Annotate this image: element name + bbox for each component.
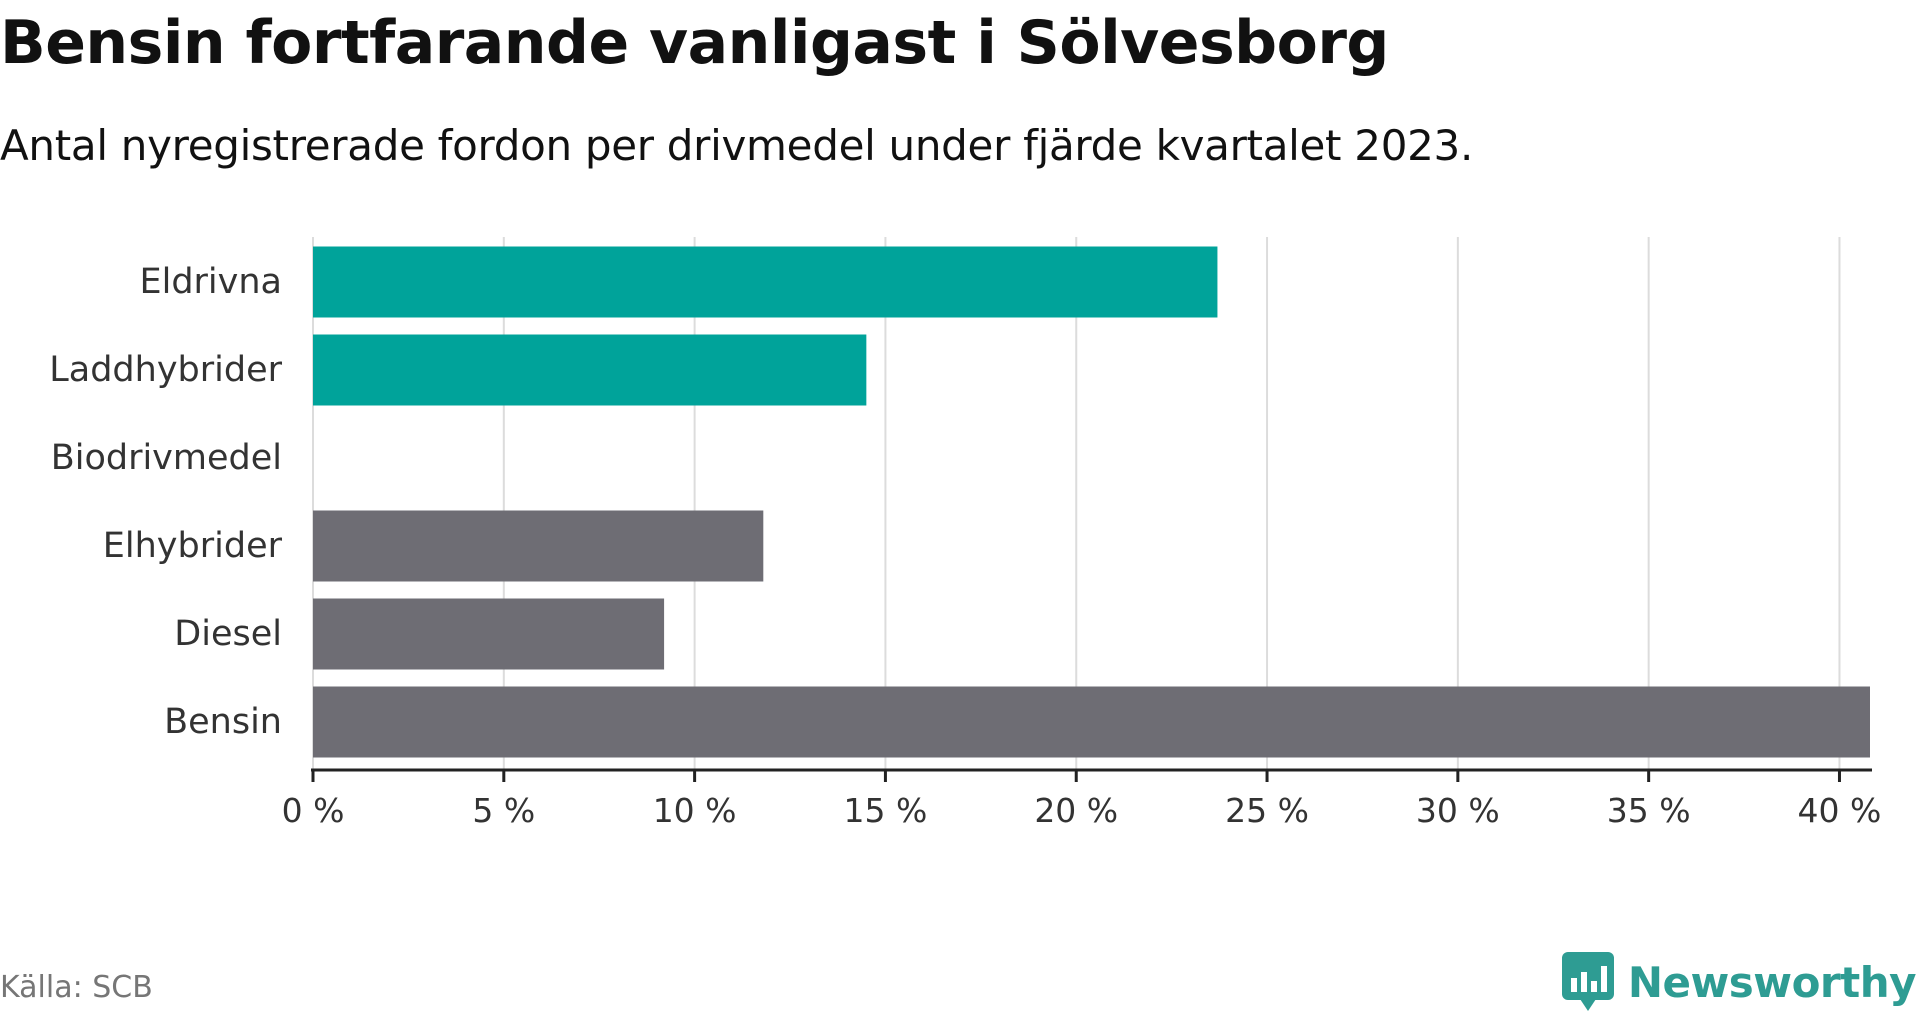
bar-chart: Eldrivna Laddhybrider Biodrivmedel Elhybrid… [49, 237, 1882, 830]
bar-diesel [313, 598, 665, 670]
bar-eldrivna [313, 246, 1218, 318]
x-tick-label-15: 15 % [844, 791, 928, 830]
category-label-diesel: Diesel [174, 614, 282, 654]
category-label-biodrivmedel: Biodrivmedel [51, 438, 282, 478]
category-label-laddhybrider: Laddhybrider [49, 350, 282, 390]
chart-subtitle: Antal nyregistrerade fordon per drivmede… [0, 121, 1474, 170]
x-tick-label-40: 40 % [1798, 791, 1882, 830]
bar-bensin [313, 686, 1870, 758]
brand-logo: Newsworthy [1561, 952, 1917, 1012]
x-tick-label-0: 0 % [282, 791, 345, 830]
bar-laddhybrider [313, 334, 867, 406]
x-tick-label-5: 5 % [472, 791, 535, 830]
category-label-elhybrider: Elhybrider [103, 526, 283, 566]
x-axis: 0 % 5 % 10 % 15 % 20 % 25 % 30 % 35 % 40 % [282, 768, 1882, 830]
category-label-eldrivna: Eldrivna [139, 262, 282, 302]
x-tick-label-30: 30 % [1416, 791, 1500, 830]
brand-name: Newsworthy [1627, 957, 1917, 1007]
gridlines [312, 237, 1841, 770]
bars [313, 246, 1870, 758]
bar-elhybrider [313, 510, 764, 582]
x-tick-label-35: 35 % [1607, 791, 1691, 830]
newsworthy-logo-icon [1561, 952, 1614, 1011]
x-tick-label-25: 25 % [1225, 791, 1309, 830]
x-tick-label-20: 20 % [1034, 791, 1118, 830]
source-note: Källa: SCB [0, 970, 153, 1005]
chart-title: Bensin fortfarande vanligast i Sölvesbor… [0, 8, 1389, 78]
category-label-bensin: Bensin [164, 702, 282, 742]
x-tick-label-10: 10 % [653, 791, 737, 830]
category-labels: Eldrivna Laddhybrider Biodrivmedel Elhybrid… [49, 262, 282, 742]
